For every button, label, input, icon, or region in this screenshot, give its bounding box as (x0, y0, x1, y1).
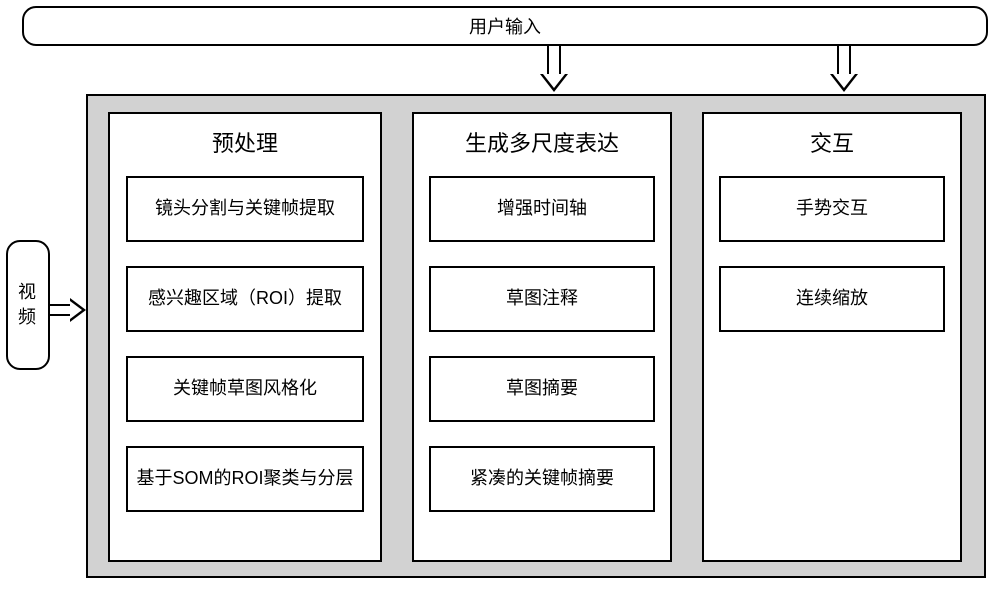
video-input-box: 视频 (6, 240, 50, 370)
process-step: 感兴趣区域（ROI）提取 (126, 266, 364, 332)
process-step: 紧凑的关键帧摘要 (429, 446, 654, 512)
column-0: 预处理镜头分割与关键帧提取感兴趣区域（ROI）提取关键帧草图风格化基于SOM的R… (108, 112, 382, 562)
user-input-label: 用户输入 (469, 13, 541, 39)
process-step: 镜头分割与关键帧提取 (126, 176, 364, 242)
process-step: 手势交互 (719, 176, 944, 242)
process-step: 增强时间轴 (429, 176, 654, 242)
column-title: 交互 (810, 126, 854, 158)
arrow-down-icon (830, 46, 858, 92)
column-2: 交互手势交互连续缩放 (702, 112, 962, 562)
process-step: 关键帧草图风格化 (126, 356, 364, 422)
column-1: 生成多尺度表达增强时间轴草图注释草图摘要紧凑的关键帧摘要 (412, 112, 672, 562)
arrow-down-icon (540, 46, 568, 92)
video-input-label: 视频 (18, 280, 38, 330)
column-title: 生成多尺度表达 (465, 126, 619, 158)
user-input-box: 用户输入 (22, 6, 988, 46)
process-step: 草图摘要 (429, 356, 654, 422)
process-step: 连续缩放 (719, 266, 944, 332)
process-step: 基于SOM的ROI聚类与分层 (126, 446, 364, 512)
column-title: 预处理 (212, 126, 278, 158)
arrow-right-icon (50, 298, 86, 322)
process-step: 草图注释 (429, 266, 654, 332)
